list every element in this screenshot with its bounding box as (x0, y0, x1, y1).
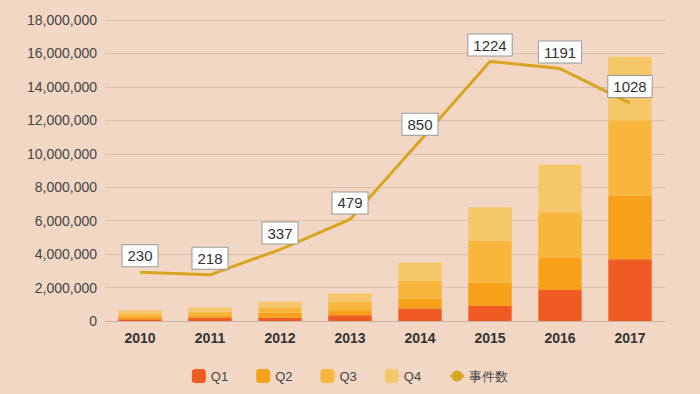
svg-text:Q1: Q1 (211, 369, 228, 384)
svg-text:2010: 2010 (124, 330, 155, 346)
svg-text:Q2: Q2 (275, 369, 292, 384)
svg-text:16,000,000: 16,000,000 (27, 45, 97, 61)
svg-text:6,000,000: 6,000,000 (35, 213, 97, 229)
svg-text:2017: 2017 (614, 330, 645, 346)
svg-text:Q4: Q4 (404, 369, 421, 384)
svg-text:230: 230 (127, 247, 152, 264)
svg-text:4,000,000: 4,000,000 (35, 246, 97, 262)
svg-text:850: 850 (407, 116, 432, 133)
svg-text:14,000,000: 14,000,000 (27, 79, 97, 95)
svg-text:2012: 2012 (264, 330, 295, 346)
svg-text:2014: 2014 (404, 330, 435, 346)
svg-text:Q3: Q3 (340, 369, 357, 384)
svg-text:2011: 2011 (195, 330, 226, 346)
svg-text:218: 218 (197, 250, 222, 267)
svg-text:8,000,000: 8,000,000 (35, 179, 97, 195)
svg-text:12,000,000: 12,000,000 (27, 112, 97, 128)
svg-text:1191: 1191 (544, 44, 576, 61)
svg-text:337: 337 (267, 225, 292, 242)
svg-text:事件数: 事件数 (469, 369, 508, 384)
svg-text:18,000,000: 18,000,000 (27, 12, 97, 28)
svg-text:0: 0 (89, 313, 97, 329)
svg-text:2,000,000: 2,000,000 (35, 280, 97, 296)
svg-text:2015: 2015 (474, 330, 505, 346)
svg-text:2013: 2013 (334, 330, 365, 346)
svg-text:1028: 1028 (613, 78, 646, 95)
svg-text:2016: 2016 (544, 330, 575, 346)
svg-text:1224: 1224 (473, 37, 506, 54)
svg-text:479: 479 (337, 194, 362, 211)
svg-text:10,000,000: 10,000,000 (27, 146, 97, 162)
